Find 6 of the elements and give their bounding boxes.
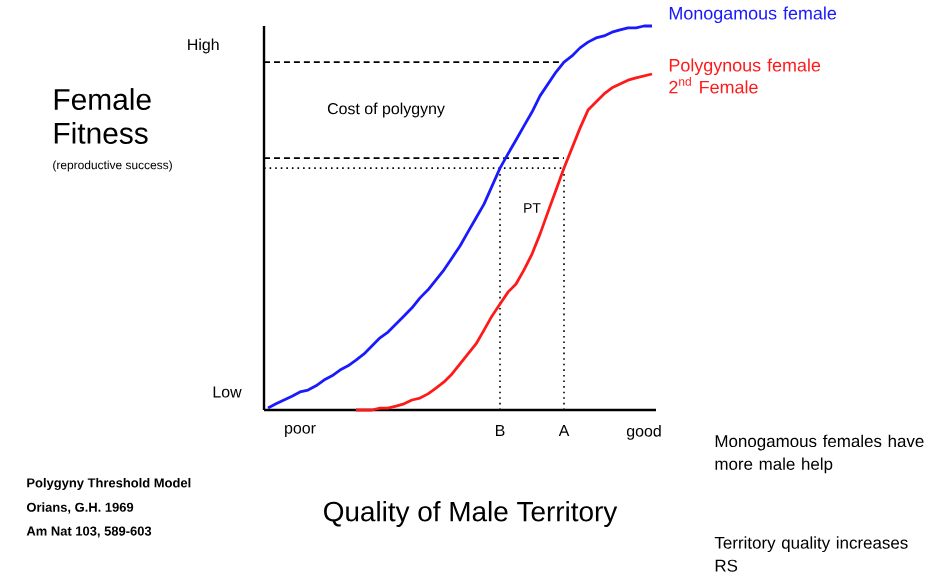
text: Monogamous females have more male help bbox=[715, 434, 924, 474]
text: Territory quality increases RS bbox=[714, 536, 908, 572]
x-axis-title: Quality of Male Territory bbox=[324, 500, 618, 527]
series-label: Monogamous female bbox=[669, 6, 837, 24]
y-axis-title: Female Fitness bbox=[54, 88, 151, 144]
series-label: Polygynous female 2$^{nd}$ Female bbox=[669, 58, 821, 94]
